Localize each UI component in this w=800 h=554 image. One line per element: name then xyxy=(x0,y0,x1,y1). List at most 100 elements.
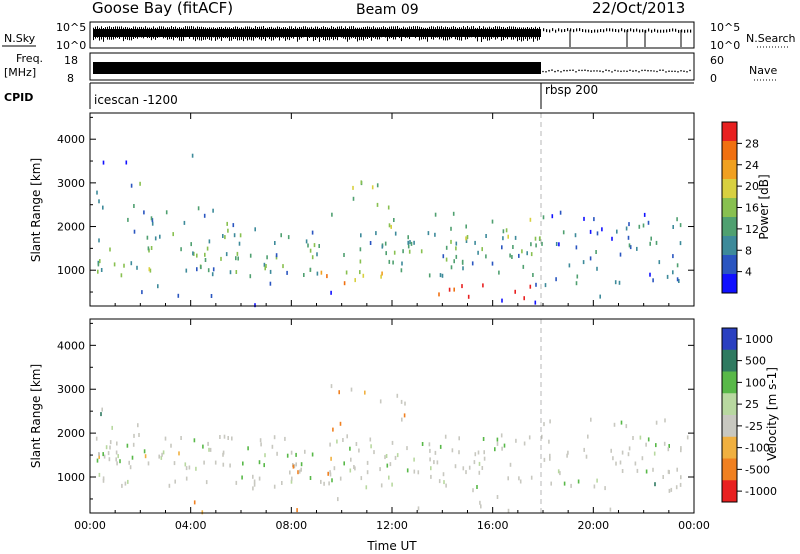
range-time-cell xyxy=(291,476,293,481)
range-time-cell xyxy=(300,462,303,467)
y-tick-label: 3000 xyxy=(57,383,85,396)
nsky-sample xyxy=(497,26,498,39)
range-time-cell xyxy=(355,442,358,446)
nsky-sample xyxy=(101,26,102,40)
range-time-cell xyxy=(208,447,210,452)
range-time-cell xyxy=(331,478,333,483)
velocity-colorbar: 1000 500 100 25 -25 -100 -500 -1000 Velocity [m… xyxy=(721,327,779,503)
nsky-sample xyxy=(235,26,236,39)
nave-sample xyxy=(662,69,664,71)
nsky-sample xyxy=(229,27,230,41)
range-time-cell xyxy=(530,252,533,257)
nsky-sample xyxy=(281,27,282,38)
range-time-cell xyxy=(225,252,228,257)
range-time-cell xyxy=(108,457,111,462)
nsearch-sample xyxy=(591,30,593,33)
range-time-cell xyxy=(235,256,237,261)
range-time-cell xyxy=(534,236,537,241)
nsky-sample xyxy=(109,26,110,40)
range-time-cell xyxy=(675,485,678,490)
range-time-cell xyxy=(450,226,452,231)
range-time-cell xyxy=(400,268,403,273)
range-time-cell xyxy=(160,455,163,460)
range-time-cell xyxy=(192,251,194,256)
range-time-cell xyxy=(477,250,479,255)
range-time-cell xyxy=(165,210,168,215)
range-time-cell xyxy=(434,232,436,237)
range-time-cell xyxy=(132,442,135,447)
nsky-sample xyxy=(535,26,536,39)
nsky-sample xyxy=(121,26,122,38)
nsky-sample xyxy=(225,26,226,39)
range-time-cell xyxy=(109,247,111,252)
power-y-axis-label: Slant Range [km] xyxy=(29,158,43,262)
range-time-cell xyxy=(330,290,332,295)
x-tick-label: 00:00 xyxy=(678,519,710,532)
range-time-cell xyxy=(616,229,618,234)
x-tick-label: 00:00 xyxy=(74,519,106,532)
range-time-cell xyxy=(147,246,150,251)
range-time-cell xyxy=(392,260,394,265)
x-axis-label: Time UT xyxy=(366,539,417,553)
range-time-cell xyxy=(329,470,331,475)
range-time-cell xyxy=(98,454,100,459)
range-time-cell xyxy=(388,475,390,480)
nsky-sample xyxy=(495,26,496,40)
range-time-cell xyxy=(628,446,631,451)
colorbar-tick-label: -25 xyxy=(745,420,763,433)
range-time-cell xyxy=(518,253,520,258)
nsearch-series xyxy=(543,28,692,47)
nsky-sample xyxy=(183,27,184,41)
range-time-cell xyxy=(481,247,483,252)
range-time-cell xyxy=(655,420,658,425)
nsky-sample xyxy=(211,27,212,41)
range-time-cell xyxy=(107,451,110,456)
range-time-cell xyxy=(196,267,198,272)
range-time-cell xyxy=(496,495,499,499)
nsky-sample xyxy=(265,27,266,41)
velocity-plot-area xyxy=(90,319,694,513)
range-time-cell xyxy=(375,231,377,236)
range-time-cell xyxy=(577,479,580,484)
range-time-cell xyxy=(323,481,325,486)
nsky-sample xyxy=(195,27,196,42)
range-time-cell xyxy=(330,456,332,461)
nave-sample xyxy=(545,71,547,73)
nsky-sample xyxy=(295,26,296,37)
nave-sample xyxy=(641,69,643,72)
nsearch-tick-high: 10^5 xyxy=(710,21,740,34)
range-time-cell xyxy=(292,464,295,469)
nsky-sample xyxy=(181,27,182,42)
range-time-cell xyxy=(593,484,596,489)
nsky-sample xyxy=(205,27,206,40)
range-time-cell xyxy=(643,212,646,217)
range-time-cell xyxy=(339,421,342,426)
nsearch-sample xyxy=(597,29,599,33)
range-time-cell xyxy=(436,460,439,465)
colorbar-swatch xyxy=(722,160,737,180)
range-time-cell xyxy=(311,255,314,260)
range-time-cell xyxy=(413,457,415,462)
range-time-cell xyxy=(282,264,284,269)
range-time-cell xyxy=(329,442,331,447)
nave-sample xyxy=(551,69,553,71)
nsky-sample xyxy=(443,27,444,41)
range-time-cell xyxy=(388,259,391,264)
colorbar-swatch xyxy=(722,141,737,161)
nsky-sample xyxy=(275,27,276,39)
range-time-cell xyxy=(326,274,328,279)
range-time-cell xyxy=(353,465,355,469)
range-time-cell xyxy=(185,268,188,273)
range-time-cell xyxy=(133,433,135,438)
velocity-y-axis: 1000 2000 3000 4000 xyxy=(57,322,694,500)
nsky-sample xyxy=(349,26,350,40)
nsearch-sample xyxy=(654,28,656,32)
range-time-cell xyxy=(621,469,624,473)
nsky-sample xyxy=(283,27,284,39)
range-time-cell xyxy=(393,218,395,222)
nsky-sample xyxy=(361,27,362,40)
range-time-cell xyxy=(641,456,644,461)
x-tick-label: 12:00 xyxy=(376,519,408,532)
range-time-cell xyxy=(625,226,628,231)
colorbar-tick-label: 500 xyxy=(745,355,766,368)
